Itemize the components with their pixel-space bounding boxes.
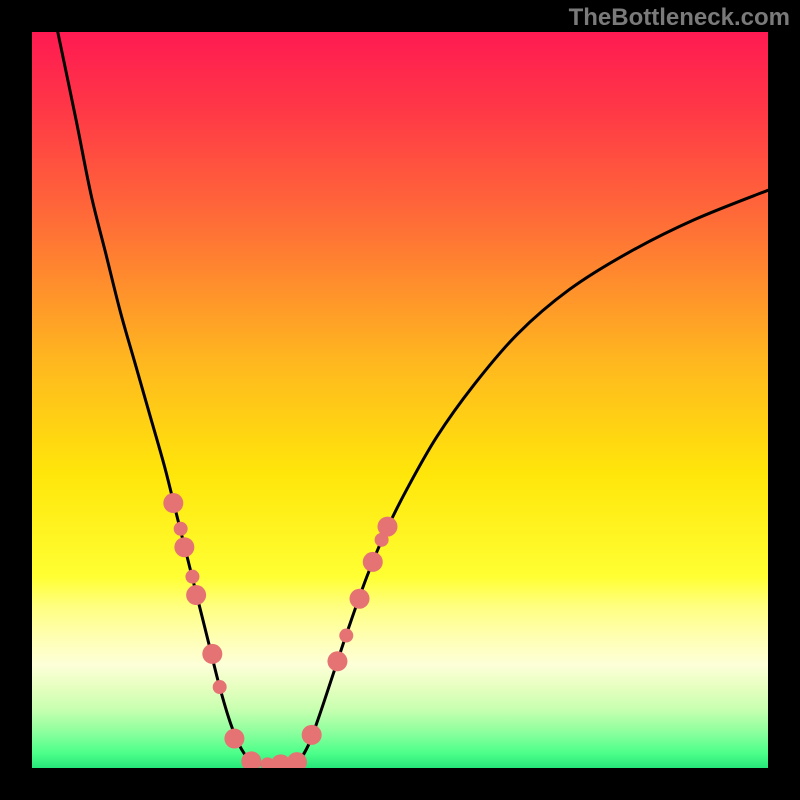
watermark-text: TheBottleneck.com bbox=[569, 4, 790, 32]
data-marker bbox=[302, 725, 322, 745]
data-marker bbox=[202, 644, 222, 664]
data-marker bbox=[213, 680, 227, 694]
data-marker bbox=[377, 517, 397, 537]
plot-area bbox=[32, 32, 768, 768]
data-marker bbox=[186, 585, 206, 605]
data-marker bbox=[327, 651, 347, 671]
data-marker bbox=[174, 537, 194, 557]
data-marker bbox=[224, 729, 244, 749]
data-marker bbox=[350, 589, 370, 609]
bottleneck-chart: TheBottleneck.com bbox=[0, 0, 800, 800]
data-marker bbox=[163, 493, 183, 513]
curve-svg bbox=[32, 32, 768, 768]
data-marker bbox=[185, 570, 199, 584]
data-marker bbox=[363, 552, 383, 572]
data-marker bbox=[174, 522, 188, 536]
bottleneck-curve bbox=[58, 32, 768, 765]
data-marker bbox=[339, 629, 353, 643]
